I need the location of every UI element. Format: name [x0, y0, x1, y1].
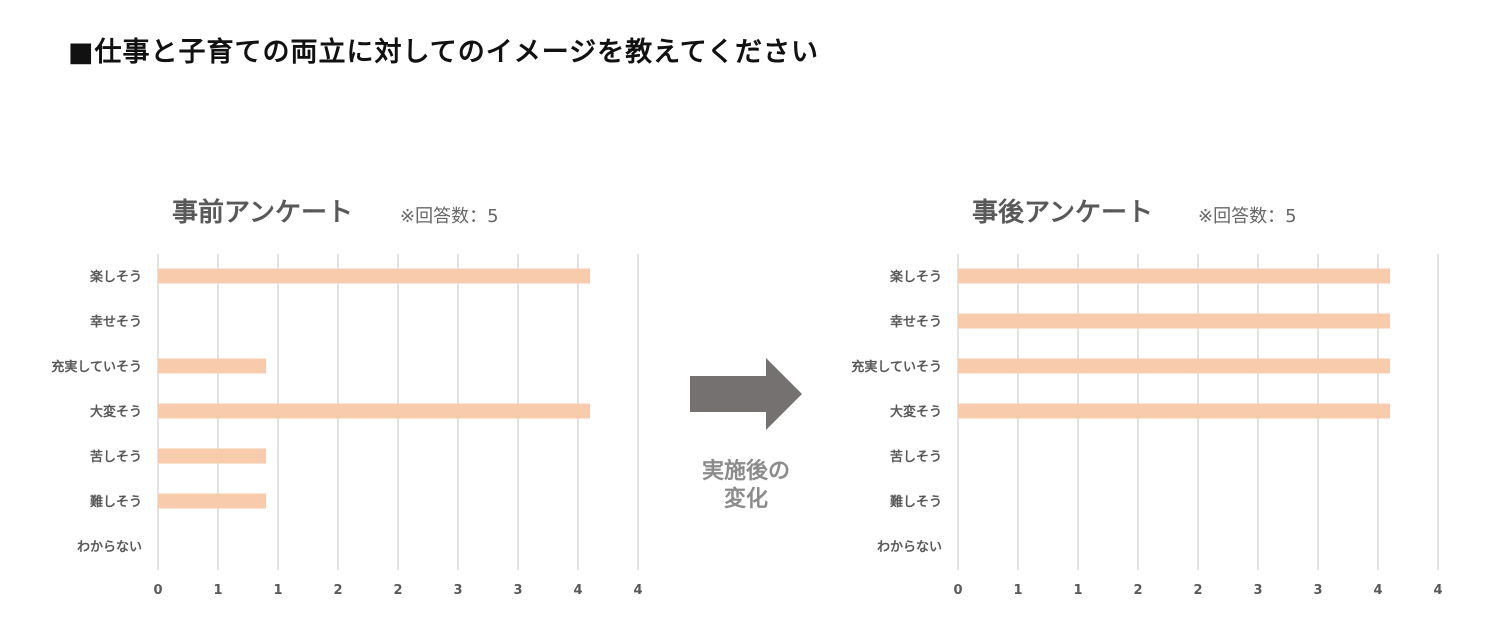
after-x-tick-label: 0 [953, 583, 962, 598]
respondents-note-after: ※回答数：5 [1198, 206, 1297, 227]
after-category-label: 苦しそう [890, 449, 942, 465]
before-x-tick-label: 2 [393, 583, 402, 598]
respondents-note-before: ※回答数：5 [400, 206, 499, 227]
before-bar [158, 358, 266, 374]
after-x-tick-label: 2 [1133, 583, 1142, 598]
after-category-label: 楽しそう [889, 269, 942, 285]
change-label-line-1: 実施後の [701, 459, 790, 484]
chart-heading-before: 事前アンケート [172, 198, 353, 228]
before-x-tick-label: 3 [453, 583, 462, 598]
after-x-tick-label: 3 [1253, 583, 1262, 598]
before-category-label: 大変そう [90, 404, 142, 420]
before-bar [158, 448, 266, 464]
after-x-tick-label: 4 [1433, 583, 1442, 598]
after-x-tick-label: 3 [1313, 583, 1322, 598]
before-category-label: 幸せそう [90, 314, 142, 330]
before-x-tick-label: 1 [213, 583, 222, 598]
before-x-tick-label: 1 [273, 583, 282, 598]
after-category-label: わからない [877, 540, 942, 555]
after-x-tick-label: 2 [1193, 583, 1202, 598]
before-category-label: 難しそう [90, 494, 142, 510]
after-bar [958, 268, 1390, 284]
after-category-label: 難しそう [890, 494, 942, 510]
before-x-tick-label: 3 [513, 583, 522, 598]
chart-after: 0112233445楽しそう幸せそう充実していそう大変そう苦しそう難しそうわから… [851, 254, 1443, 598]
before-x-tick-label: 4 [633, 583, 642, 598]
before-bar [158, 403, 590, 419]
before-category-label: 苦しそう [90, 449, 142, 465]
chart-before: 0112233445楽しそう幸せそう充実していそう大変そう苦しそう難しそうわから… [51, 254, 643, 598]
after-bar [958, 313, 1390, 329]
before-category-label: 楽しそう [89, 269, 142, 285]
after-category-label: 大変そう [890, 404, 942, 420]
before-category-label: わからない [77, 540, 142, 555]
change-label-line-2: 変化 [723, 487, 768, 512]
right-arrow-icon [690, 358, 802, 430]
after-x-tick-label: 1 [1013, 583, 1022, 598]
chart-heading-after: 事後アンケート [972, 198, 1153, 228]
after-bar [958, 403, 1390, 419]
before-x-tick-label: 0 [153, 583, 162, 598]
change-label: 実施後の 変化 [684, 458, 808, 514]
after-category-label: 幸せそう [890, 314, 942, 330]
before-bar [158, 493, 266, 509]
after-x-tick-label: 1 [1073, 583, 1082, 598]
after-category-label: 充実していそう [851, 359, 942, 375]
after-x-tick-label: 4 [1373, 583, 1382, 598]
before-x-tick-label: 4 [573, 583, 582, 598]
before-category-label: 充実していそう [51, 359, 142, 375]
after-bar [958, 358, 1390, 374]
page-title: ■仕事と子育ての両立に対してのイメージを教えてください [68, 37, 819, 68]
before-x-tick-label: 2 [333, 583, 342, 598]
before-bar [158, 268, 590, 284]
